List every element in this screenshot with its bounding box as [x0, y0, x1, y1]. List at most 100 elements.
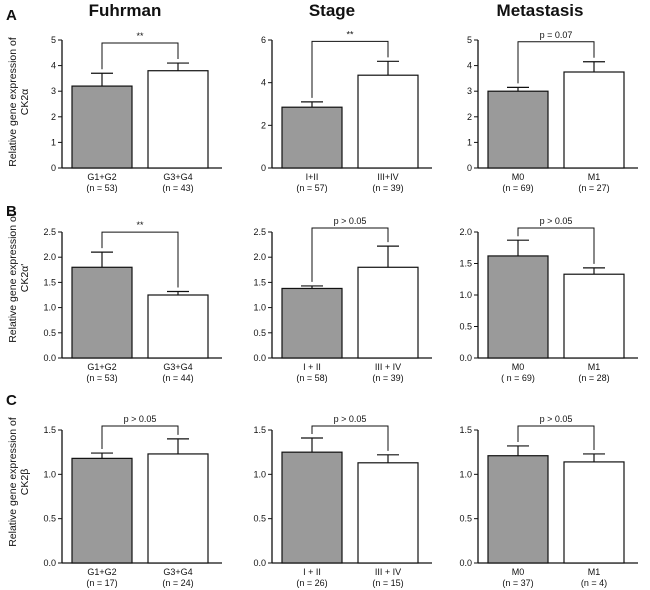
panel-2-0-significance-label: p > 0.05	[124, 414, 157, 424]
panel-0-1: 0 2 4 6 I+II(n = 57) III+IV(n = 39) **	[261, 29, 432, 193]
panel-0-0-category-label-1: G3+G4	[163, 172, 192, 182]
panel-0-0-bar-1	[147, 70, 209, 169]
panel-2-1-count-label-0: (n = 26)	[296, 578, 327, 588]
panel-1-2: 0.0 0.5 1.0 1.5 2.0 M0( n = 69) M1(n = 28) p > …	[459, 216, 638, 383]
panel-1-2-significance-bracket	[517, 227, 595, 264]
panel-0-1-bar-1	[357, 74, 419, 169]
panel-2-0-bar-1	[147, 453, 209, 564]
panel-0-2-ytick-label: 3	[467, 86, 472, 96]
panel-1-2-category-label-1: M1	[588, 362, 601, 372]
panel-0-1-ytick-label: 4	[261, 78, 266, 88]
column-title-stage: Stage	[309, 1, 355, 20]
panel-1-2-bar-1	[563, 273, 625, 359]
panel-2-1-ytick-label: 1.5	[253, 425, 266, 435]
panel-0-1-count-label-1: (n = 39)	[372, 183, 403, 193]
panel-2-0-ytick-label: 0.5	[43, 514, 56, 524]
panel-0-2-ytick-label: 1	[467, 137, 472, 147]
panel-1-0-count-label-1: (n = 44)	[162, 373, 193, 383]
panel-2-1: 0.0 0.5 1.0 1.5 I + II(n = 26) III + IV(n = 1…	[253, 414, 432, 588]
panel-2-1-category-label-1: III + IV	[375, 567, 401, 577]
panel-2-2-bar-0	[487, 455, 549, 564]
panel-0-2-ytick-label: 2	[467, 112, 472, 122]
panel-2-0: 0.0 0.5 1.0 1.5 G1+G2(n = 17) G3+G4(n = 24) p …	[43, 414, 222, 588]
panel-1-1-ytick-label: 0.5	[253, 328, 266, 338]
panel-2-0-bar-0	[71, 457, 133, 564]
panel-2-0-count-label-0: (n = 17)	[86, 578, 117, 588]
panel-0-2-significance-label: p = 0.07	[540, 30, 573, 40]
panel-1-2-category-label-0: M0	[512, 362, 525, 372]
panel-0-0: 0 1 2 3 4 5 G1+G2(n = 53) G3+G4(n = 43) **	[51, 31, 222, 193]
panel-1-2-ytick-label: 0.5	[459, 322, 472, 332]
panel-1-1-count-label-1: (n = 39)	[372, 373, 403, 383]
panel-0-2-ytick-label: 4	[467, 61, 472, 71]
panel-0-0-ytick-label: 0	[51, 163, 56, 173]
panel-1-0-ytick-label: 2.5	[43, 227, 56, 237]
panel-1-0-bar-0	[71, 266, 133, 359]
panel-1-0-count-label-0: (n = 53)	[86, 373, 117, 383]
panel-2-0-ytick-label: 0.0	[43, 558, 56, 568]
panel-1-2-ytick-label: 2.0	[459, 227, 472, 237]
panel-2-2-bar-1	[563, 461, 625, 564]
panel-1-0-ytick-label: 0.5	[43, 328, 56, 338]
panel-2-1-significance-label: p > 0.05	[334, 414, 367, 424]
panel-2-1-ytick-label: 0.0	[253, 558, 266, 568]
panel-1-1-category-label-0: I + II	[303, 362, 321, 372]
panel-0-0-ytick-label: 4	[51, 61, 56, 71]
panel-0-1-bar-0	[281, 106, 343, 169]
row-letter-c: C	[6, 392, 17, 409]
panel-2-2-ytick-label: 1.0	[459, 469, 472, 479]
ylabel-row-c-line1: Relative gene expression of	[7, 417, 19, 547]
ylabel-row-b-line1: Relative gene expression of	[7, 213, 19, 343]
panel-0-2-significance-bracket	[517, 41, 595, 84]
panel-2-2-category-label-0: M0	[512, 567, 525, 577]
panel-2-0-category-label-0: G1+G2	[87, 567, 116, 577]
panel-0-1-significance-label: **	[346, 29, 354, 39]
panel-0-1-ytick-label: 0	[261, 163, 266, 173]
panel-2-2-count-label-1: (n = 4)	[581, 578, 607, 588]
panel-1-2-count-label-0: ( n = 69)	[501, 373, 535, 383]
panel-0-0-ytick-label: 1	[51, 137, 56, 147]
column-title-metastasis: Metastasis	[497, 1, 584, 20]
panel-0-0-ytick-label: 3	[51, 86, 56, 96]
panel-0-2-category-label-0: M0	[512, 172, 525, 182]
panel-1-0-ytick-label: 2.0	[43, 252, 56, 262]
panel-1-1-count-label-0: (n = 58)	[296, 373, 327, 383]
panel-1-1-bar-1	[357, 266, 419, 359]
panel-0-2-ytick-label: 5	[467, 35, 472, 45]
panel-2-1-count-label-1: (n = 15)	[372, 578, 403, 588]
panel-0-2-ytick-label: 0	[467, 163, 472, 173]
panel-0-0-significance-label: **	[136, 31, 144, 41]
panel-0-1-category-label-0: I+II	[306, 172, 319, 182]
panel-1-2-significance-label: p > 0.05	[540, 216, 573, 226]
panel-1-1-ytick-label: 1.5	[253, 277, 266, 287]
ylabel-row-a-line1: Relative gene expression of	[7, 37, 19, 167]
panel-1-1-category-label-1: III + IV	[375, 362, 401, 372]
panel-0-1-category-label-1: III+IV	[377, 172, 398, 182]
panel-1-0: 0.0 0.5 1.0 1.5 2.0 2.5 G1+G2(n = 53) G3+G4(n =…	[43, 220, 222, 383]
panel-1-1-bar-0	[281, 287, 343, 359]
panel-1-2-ytick-label: 1.5	[459, 259, 472, 269]
panel-1-2-bar-0	[487, 255, 549, 359]
panel-0-1-ytick-label: 2	[261, 120, 266, 130]
panel-0-2: 0 1 2 3 4 5 M0(n = 69) M1(n = 27) p = 0.07	[467, 30, 638, 193]
panel-0-0-category-label-0: G1+G2	[87, 172, 116, 182]
panel-0-0-count-label-0: (n = 53)	[86, 183, 117, 193]
panel-0-0-ytick-label: 2	[51, 112, 56, 122]
panel-2-1-bar-0	[281, 451, 343, 564]
panel-2-1-category-label-0: I + II	[303, 567, 321, 577]
panel-1-2-ytick-label: 0.0	[459, 353, 472, 363]
panel-2-0-category-label-1: G3+G4	[163, 567, 192, 577]
panel-1-1-ytick-label: 2.0	[253, 252, 266, 262]
row-letter-a: A	[6, 7, 17, 24]
ylabel-row-b-line2: CK2α'	[19, 264, 31, 293]
panel-2-1-bar-1	[357, 462, 419, 564]
panel-1-1-ytick-label: 2.5	[253, 227, 266, 237]
panel-1-0-ytick-label: 0.0	[43, 353, 56, 363]
panel-0-0-significance-bracket	[101, 42, 179, 70]
panel-1-1-ytick-label: 0.0	[253, 353, 266, 363]
panel-2-2: 0.0 0.5 1.0 1.5 M0(n = 37) M1(n = 4) p > 0.05	[459, 414, 638, 588]
column-title-fuhrman: Fuhrman	[89, 1, 162, 20]
panel-0-0-ytick-label: 5	[51, 35, 56, 45]
